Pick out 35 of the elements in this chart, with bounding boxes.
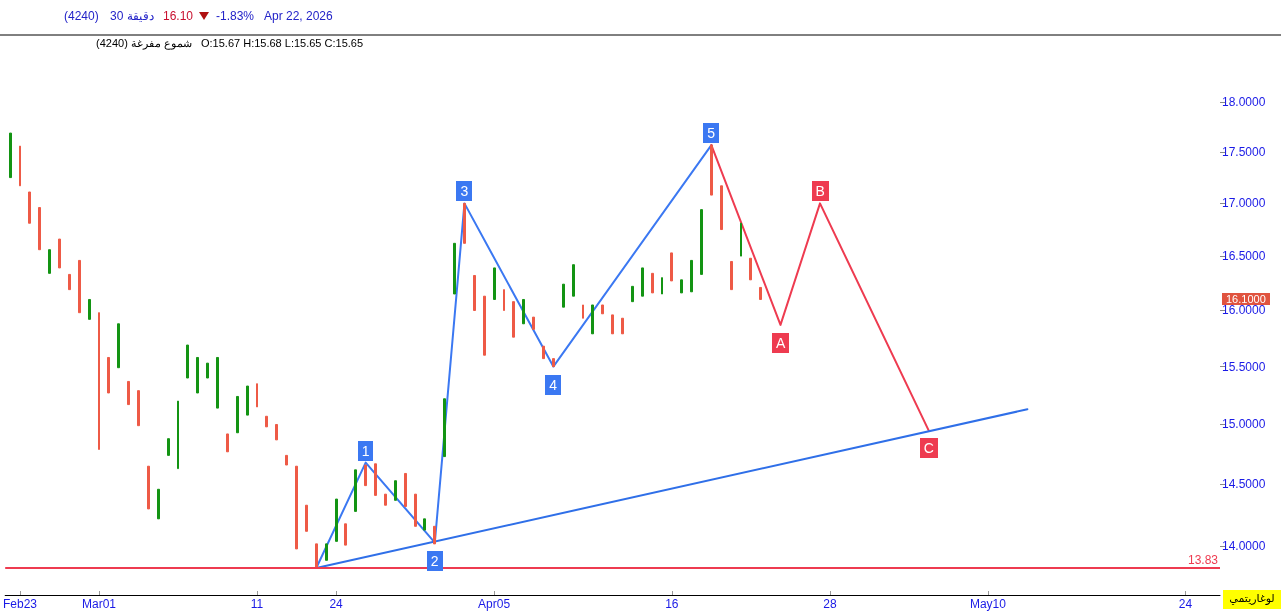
x-tick-label: 11 [250,597,264,611]
y-tick-label: 18.0000 [1222,95,1266,110]
annotation: 4 [545,374,562,395]
y-tick-label: 15.0000 [1222,417,1266,432]
text: 16.10 [163,9,194,23]
x-tick-label: Feb23 [2,597,38,611]
annotation: 1 [357,440,374,461]
y-tick-label: 16.0000 [1222,303,1266,318]
y-tick-label: 15.5000 [1222,359,1266,374]
x-tick-label: 28 [823,597,837,611]
y-tick-label: 14.0000 [1222,539,1266,554]
x-tick-label: May10 [969,597,1007,611]
text: 16.1000 [1222,293,1270,306]
y-tick-label: 16.5000 [1222,249,1266,264]
x-tick-label: 24 [329,597,344,611]
annotation: 3 [456,181,473,202]
annotation: (4240) شموع مفرغة [96,36,192,50]
annotation: 5 [703,123,720,144]
x-tick-label: Mar01 [82,597,117,611]
annotation: 2 [426,550,443,571]
x-tick-label: 16 [665,597,679,611]
annotation: A [771,332,790,353]
annotation: C [919,438,938,459]
x-tick-label: 24 [1178,597,1193,611]
x-tick-label: Apr05 [478,597,511,611]
annotation: O:15.67 H:15.68 L:15.65 C:15.65 [201,36,364,50]
annotation: B [811,181,829,202]
y-tick-label: 17.0000 [1222,196,1266,211]
text: (4240) [64,9,99,23]
y-tick-label: 14.5000 [1222,477,1266,492]
text: 30 دقيقة [110,9,154,23]
ref-line-label: 13.83 [1187,552,1219,567]
text: Apr 22, 2026 [264,9,333,23]
y-tick-label: 17.5000 [1222,145,1266,160]
text: -1.83% [216,9,255,23]
